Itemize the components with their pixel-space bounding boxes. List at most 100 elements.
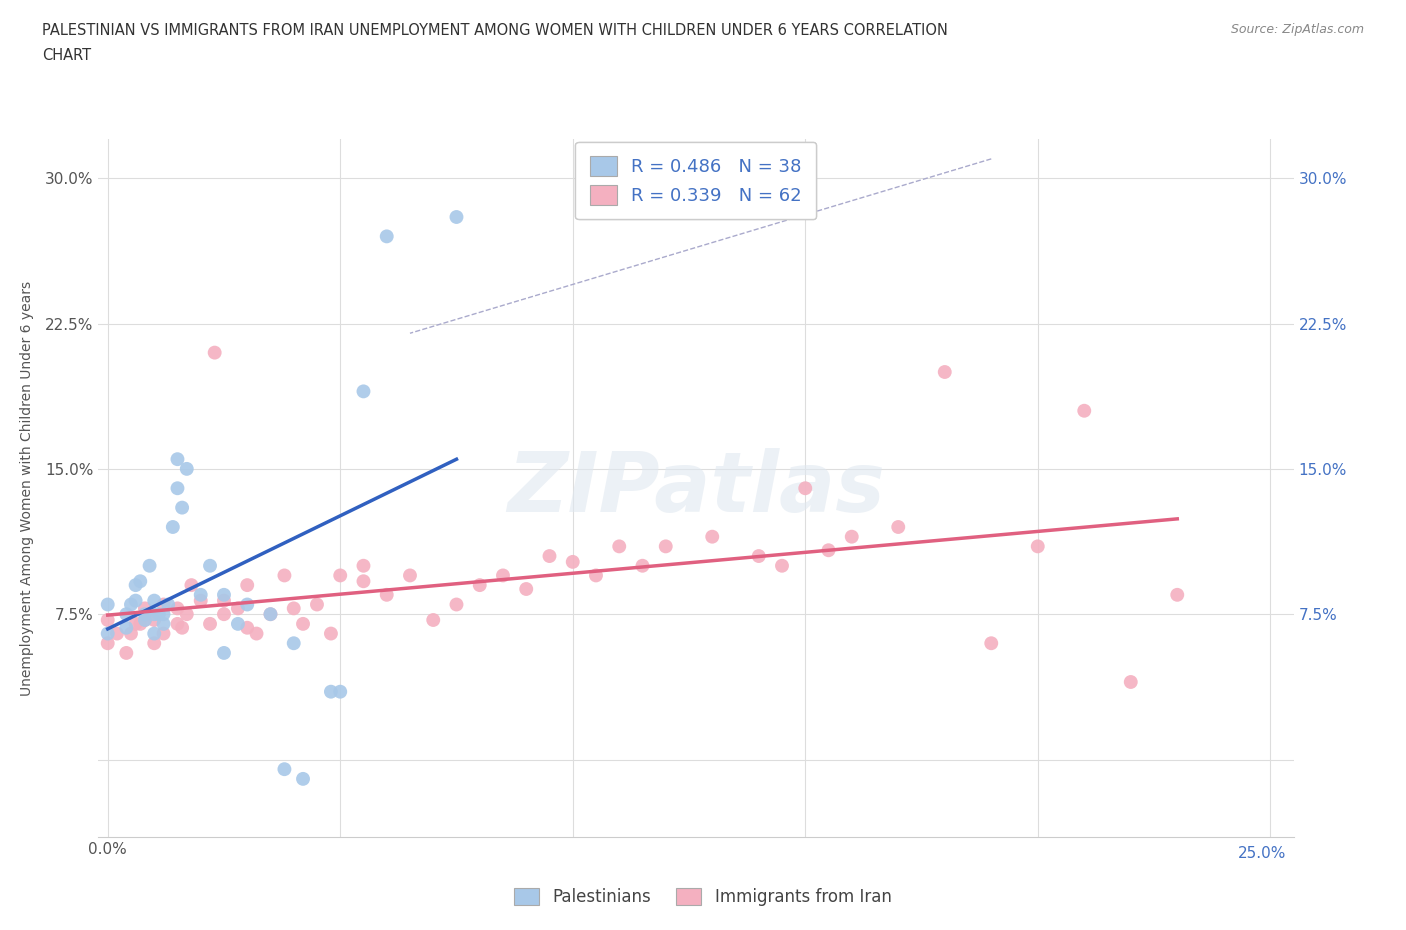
- Point: [1073, 404, 1095, 418]
- Point: [120, 597, 142, 612]
- Point: [259, 606, 281, 621]
- Point: [353, 574, 375, 589]
- Point: [134, 601, 156, 616]
- Point: [176, 606, 198, 621]
- Point: [236, 578, 259, 592]
- Point: [841, 529, 863, 544]
- Point: [152, 597, 174, 612]
- Point: [97, 636, 120, 651]
- Point: [887, 520, 910, 535]
- Point: [631, 558, 654, 573]
- Point: [607, 539, 630, 554]
- Point: [259, 606, 281, 621]
- Point: [166, 481, 188, 496]
- Legend: Palestinians, Immigrants from Iran: Palestinians, Immigrants from Iran: [508, 881, 898, 912]
- Point: [329, 568, 352, 583]
- Point: [152, 606, 174, 621]
- Point: [212, 645, 235, 660]
- Point: [134, 613, 156, 628]
- Point: [934, 365, 956, 379]
- Point: [162, 520, 184, 535]
- Point: [97, 626, 120, 641]
- Point: [115, 606, 138, 621]
- Point: [794, 481, 817, 496]
- Point: [124, 593, 146, 608]
- Point: [129, 617, 152, 631]
- Point: [157, 597, 180, 612]
- Point: [124, 617, 146, 631]
- Point: [115, 620, 138, 635]
- Point: [292, 772, 315, 787]
- Point: [143, 606, 166, 621]
- Point: [292, 617, 315, 631]
- Text: Source: ZipAtlas.com: Source: ZipAtlas.com: [1230, 23, 1364, 36]
- Point: [353, 384, 375, 399]
- Point: [212, 606, 235, 621]
- Point: [143, 593, 166, 608]
- Point: [538, 549, 561, 564]
- Legend: R = 0.486   N = 38, R = 0.339   N = 62: R = 0.486 N = 38, R = 0.339 N = 62: [575, 141, 817, 219]
- Point: [172, 620, 194, 635]
- Point: [166, 601, 188, 616]
- Point: [166, 452, 188, 467]
- Text: ZIPatlas: ZIPatlas: [508, 447, 884, 529]
- Text: CHART: CHART: [42, 48, 91, 63]
- Point: [702, 529, 724, 544]
- Point: [770, 558, 793, 573]
- Point: [198, 617, 221, 631]
- Point: [172, 500, 194, 515]
- Point: [1026, 539, 1049, 554]
- Point: [515, 581, 537, 596]
- Point: [236, 620, 259, 635]
- Point: [1166, 588, 1188, 603]
- Point: [375, 588, 398, 603]
- Point: [190, 593, 212, 608]
- Point: [105, 626, 128, 641]
- Point: [124, 578, 146, 592]
- Point: [226, 617, 249, 631]
- Point: [143, 613, 166, 628]
- Point: [492, 568, 515, 583]
- Text: PALESTINIAN VS IMMIGRANTS FROM IRAN UNEMPLOYMENT AMONG WOMEN WITH CHILDREN UNDER: PALESTINIAN VS IMMIGRANTS FROM IRAN UNEM…: [42, 23, 948, 38]
- Point: [422, 613, 444, 628]
- Point: [97, 613, 120, 628]
- Point: [561, 554, 583, 569]
- Point: [204, 345, 226, 360]
- Point: [319, 684, 342, 699]
- Point: [468, 578, 491, 592]
- Point: [748, 549, 770, 564]
- Y-axis label: Unemployment Among Women with Children Under 6 years: Unemployment Among Women with Children U…: [20, 281, 34, 696]
- Point: [134, 613, 156, 628]
- Point: [120, 626, 142, 641]
- Point: [273, 568, 295, 583]
- Point: [97, 597, 120, 612]
- Point: [305, 597, 328, 612]
- Point: [1119, 674, 1142, 689]
- Point: [375, 229, 398, 244]
- Point: [655, 539, 678, 554]
- Point: [143, 636, 166, 651]
- Point: [152, 626, 174, 641]
- Point: [585, 568, 607, 583]
- Point: [212, 588, 235, 603]
- Point: [180, 578, 202, 592]
- Point: [148, 606, 170, 621]
- Point: [152, 617, 174, 631]
- Point: [236, 597, 259, 612]
- Point: [129, 574, 152, 589]
- Point: [143, 626, 166, 641]
- Point: [190, 588, 212, 603]
- Point: [283, 601, 305, 616]
- Point: [212, 593, 235, 608]
- Point: [283, 636, 305, 651]
- Point: [176, 461, 198, 476]
- Point: [115, 645, 138, 660]
- Point: [273, 762, 295, 777]
- Point: [353, 558, 375, 573]
- Point: [138, 558, 160, 573]
- Point: [319, 626, 342, 641]
- Point: [245, 626, 267, 641]
- Point: [226, 601, 249, 616]
- Point: [399, 568, 422, 583]
- Point: [446, 597, 468, 612]
